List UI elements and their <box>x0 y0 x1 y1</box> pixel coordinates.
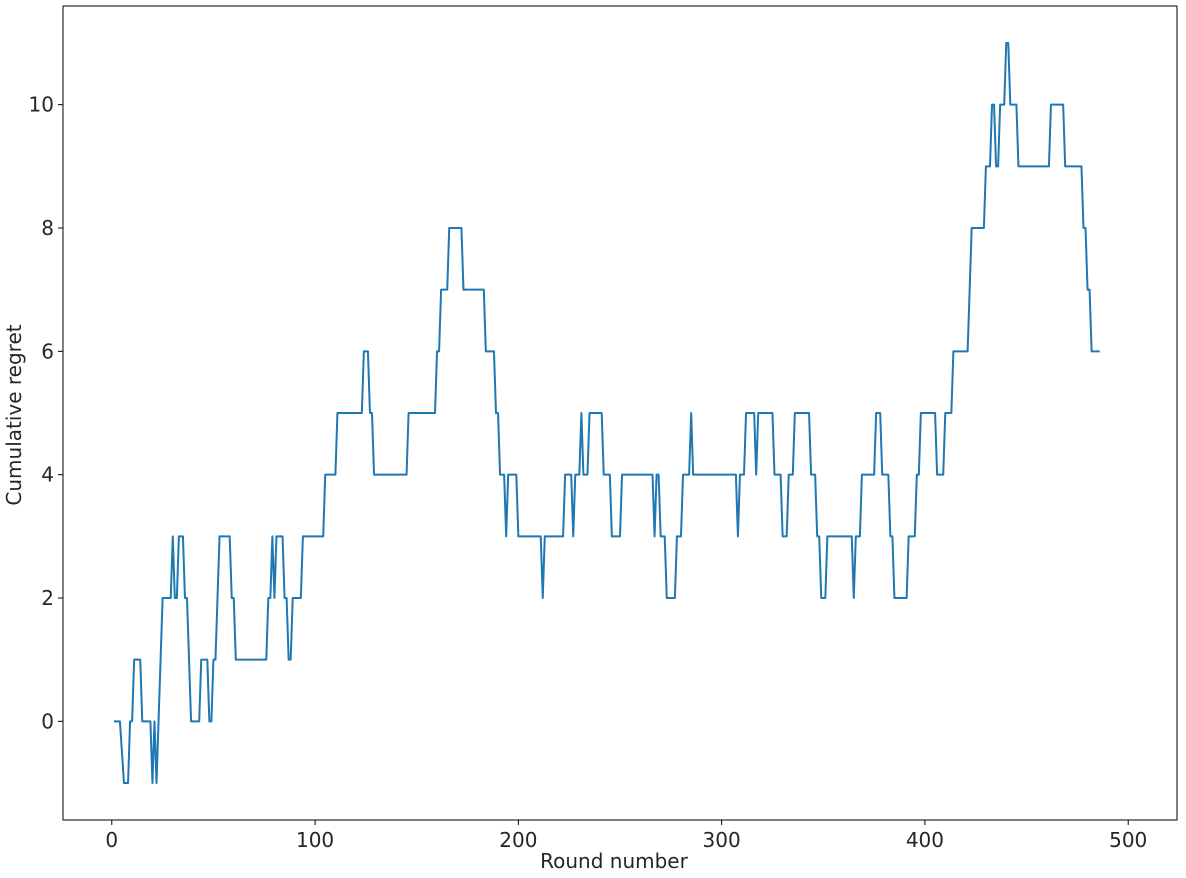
plot-frame <box>62 5 1178 821</box>
y-axis-ticks: 0 2 4 6 8 10 <box>29 93 63 733</box>
x-tick-label: 400 <box>906 828 944 852</box>
x-tick-label: 200 <box>499 828 537 852</box>
x-axis-ticks: 0 100 200 300 400 500 <box>105 820 1147 852</box>
x-tick-label: 300 <box>703 828 741 852</box>
x-tick-label: 500 <box>1109 828 1147 852</box>
y-tick-label: 6 <box>41 339 54 363</box>
y-tick-label: 10 <box>29 93 54 117</box>
y-tick-label: 0 <box>41 709 54 733</box>
y-tick-label: 4 <box>41 463 54 487</box>
series-line-0 <box>113 42 1100 784</box>
y-axis-label: Cumulative regret <box>2 324 26 505</box>
y-tick-label: 8 <box>41 216 54 240</box>
plot-area <box>113 42 1100 784</box>
y-tick-label: 2 <box>41 586 54 610</box>
x-axis-label: Round number <box>540 849 688 873</box>
x-tick-label: 100 <box>296 828 334 852</box>
x-tick-label: 0 <box>105 828 118 852</box>
